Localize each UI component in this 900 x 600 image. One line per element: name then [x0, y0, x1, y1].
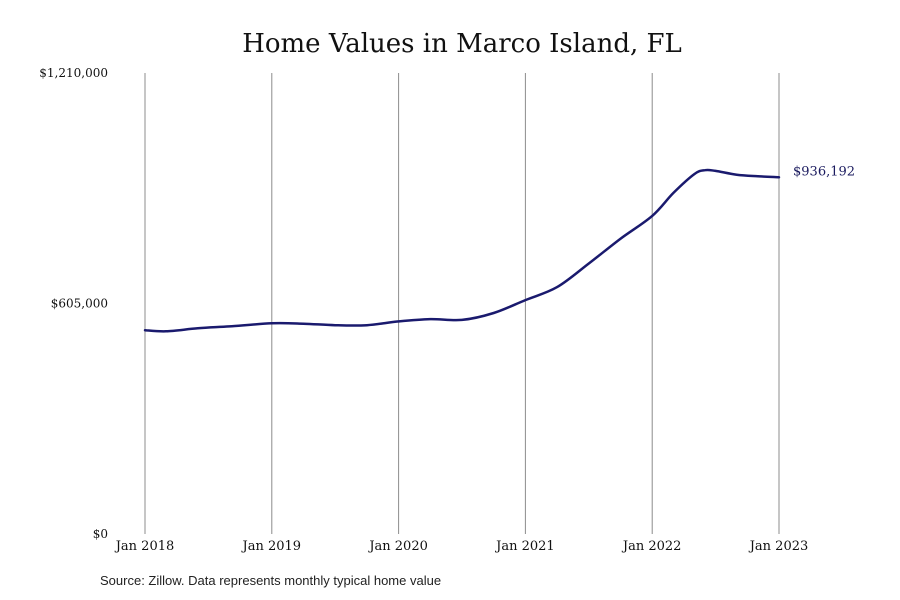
x-tick-label: Jan 2020	[367, 539, 428, 554]
y-axis-tick-labels: $0 $605,000 $1,210,000	[39, 66, 108, 541]
home-value-series-line	[143, 168, 781, 333]
x-tick-label: Jan 2019	[241, 539, 302, 554]
y-tick-label: $605,000	[51, 297, 108, 311]
x-axis-tick-labels: Jan 2018 Jan 2019 Jan 2020 Jan 2021 Jan 2022…	[114, 539, 809, 554]
chart-title: Home Values in Marco Island, FL	[242, 29, 682, 59]
x-tick-label: Jan 2018	[114, 539, 175, 554]
y-tick-label: $0	[93, 527, 108, 541]
vertical-gridlines	[144, 73, 780, 534]
x-tick-label: Jan 2022	[621, 539, 682, 554]
x-tick-label: Jan 2023	[748, 539, 809, 554]
y-tick-label: $1,210,000	[39, 66, 108, 80]
last-value-label: $936,192	[793, 164, 855, 179]
x-tick-label: Jan 2021	[494, 539, 555, 554]
source-note: Source: Zillow. Data represents monthly …	[100, 573, 441, 588]
